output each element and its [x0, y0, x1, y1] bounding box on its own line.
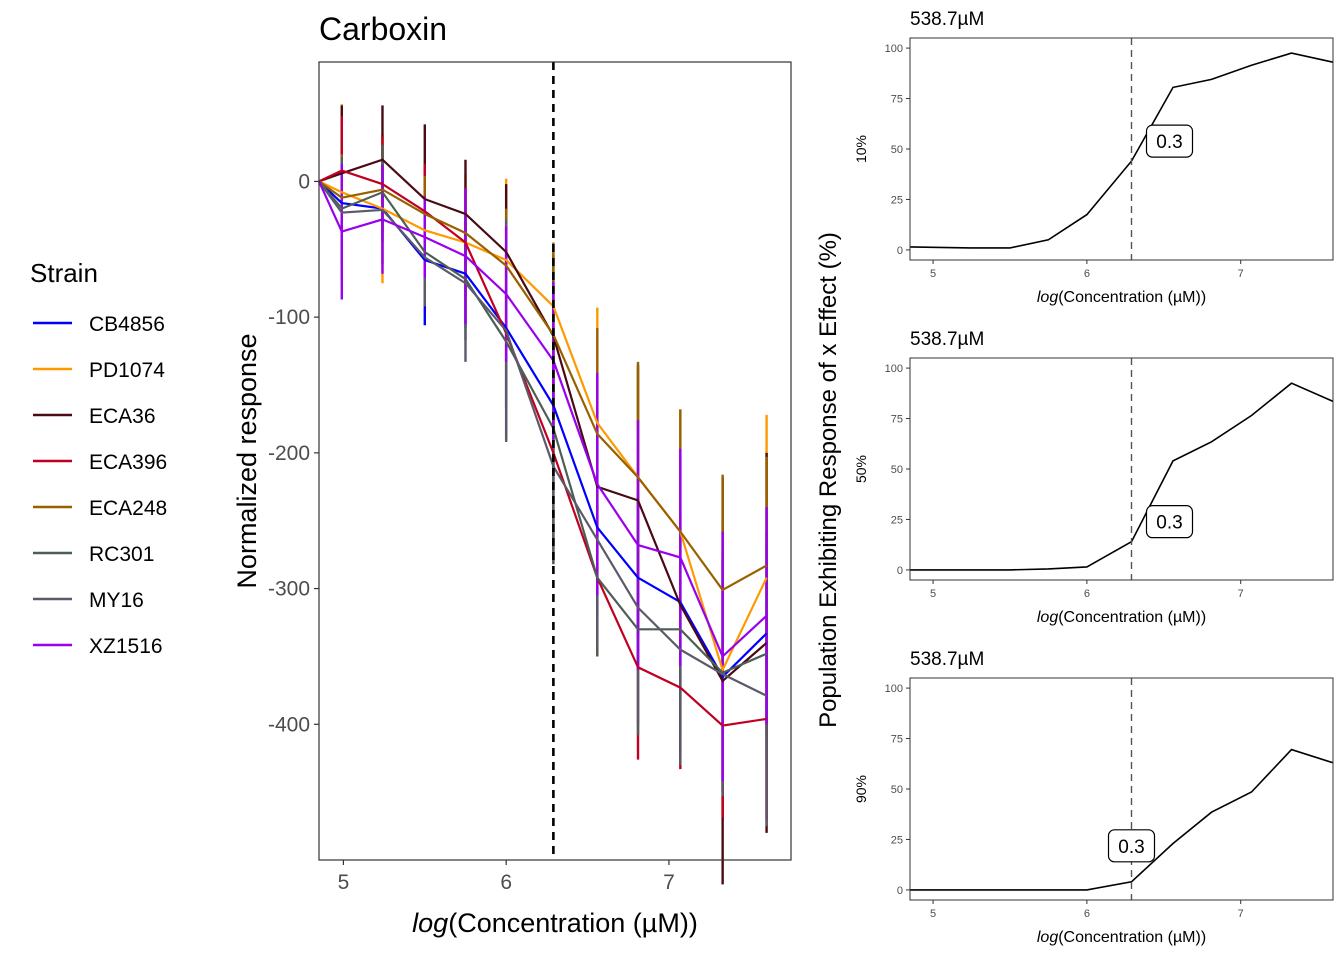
- y-axis-label: 90%: [853, 775, 869, 803]
- legend-label-eca36: ECA36: [89, 405, 156, 428]
- y-tick-label: 75: [891, 734, 903, 746]
- y-tick-label: 75: [891, 94, 903, 106]
- y-tick-label: 25: [891, 834, 903, 846]
- series-line-eca36: [318, 158, 768, 683]
- plot-border: [909, 37, 1334, 261]
- annotation-label: 0.3: [1156, 513, 1182, 534]
- annotation-label: 0.3: [1118, 837, 1144, 858]
- small-chart-50pct: 538.7µM 0 25 50 75 100 5 6 7 log(Concentration (µ…: [853, 329, 1334, 626]
- y-tick-label: 0: [298, 170, 310, 193]
- x-tick-label: 6: [1084, 908, 1090, 920]
- legend-label-my16: MY16: [89, 589, 144, 612]
- x-axis-label: log(Concentration (µM)): [1037, 609, 1206, 626]
- y-tick-label: -400: [268, 713, 310, 736]
- annotation-label: 0.3: [1156, 132, 1182, 153]
- legend-label-pd1074: PD1074: [89, 359, 165, 382]
- small-chart-90pct: 538.7µM 0 25 50 75 100 5 6 7 log(Concentration (µ…: [853, 649, 1334, 946]
- x-tick-label: 5: [338, 871, 350, 894]
- legend-label-eca248: ECA248: [89, 497, 167, 520]
- legend: Strain CB4856 PD1074 ECA36 ECA396 ECA248 RC301…: [30, 258, 167, 658]
- y-axis-label: 10%: [853, 135, 869, 163]
- y-tick-label: 100: [885, 43, 903, 55]
- y-tick-label: 0: [897, 245, 903, 257]
- plot-border: [318, 61, 792, 861]
- legend-label-xz1516: XZ1516: [89, 635, 163, 658]
- x-tick-label: 6: [1084, 588, 1090, 600]
- legend-label-cb4856: CB4856: [89, 313, 165, 336]
- panel-title: 538.7µM: [910, 649, 984, 670]
- x-tick-label: 6: [500, 871, 512, 894]
- y-tick-label: 50: [891, 144, 903, 156]
- y-axis-label: 50%: [853, 455, 869, 483]
- series-line-xz1516: [317, 180, 768, 659]
- x-tick-label: 7: [1238, 268, 1244, 280]
- legend-label-rc301: RC301: [89, 543, 154, 566]
- x-tick-label: 7: [663, 871, 675, 894]
- series-line-pd1074: [318, 180, 768, 674]
- response-line: [909, 52, 1334, 249]
- series-line-eca248: [318, 180, 768, 592]
- x-axis-label: log(Concentration (µM)): [1037, 929, 1206, 946]
- y-tick-label: 50: [891, 464, 903, 476]
- y-tick-label: 0: [897, 565, 903, 577]
- y-axis-label: Normalized response: [232, 333, 262, 588]
- response-line: [910, 748, 1334, 891]
- series-line-eca396: [318, 169, 767, 727]
- chart-title: Carboxin: [319, 11, 447, 47]
- annotation-box: [1145, 505, 1194, 539]
- y-tick-label: -200: [268, 442, 310, 465]
- y-tick-label: 0: [897, 885, 903, 897]
- y-tick-label: 25: [891, 194, 903, 206]
- y-tick-label: 50: [891, 784, 903, 796]
- x-tick-label: 5: [930, 908, 936, 920]
- legend-title: Strain: [30, 258, 98, 288]
- y-tick-label: 100: [885, 683, 903, 695]
- panel-title: 538.7µM: [910, 9, 984, 30]
- plot-background: [319, 62, 791, 860]
- x-tick-label: 7: [1238, 588, 1244, 600]
- series-line-my16: [318, 180, 768, 697]
- panel-title: 538.7µM: [910, 329, 984, 350]
- shared-y-axis-label: Population Exhibiting Response of x Effe…: [815, 232, 842, 728]
- y-tick-label: -300: [268, 578, 310, 601]
- y-tick-label: 75: [891, 414, 903, 426]
- main-chart: Carboxin 0 -100 -200 -300 -400 5 6 7 log(Concentr…: [232, 11, 792, 938]
- x-tick-label: 6: [1084, 268, 1090, 280]
- annotation-box: [1145, 124, 1194, 158]
- plot-border: [909, 677, 1334, 901]
- x-tick-label: 5: [930, 268, 936, 280]
- y-tick-label: 25: [891, 514, 903, 526]
- x-tick-label: 5: [930, 588, 936, 600]
- y-tick-label: -100: [268, 306, 310, 329]
- x-axis-label: log(Concentration (µM)): [412, 908, 698, 938]
- response-line: [910, 382, 1334, 571]
- series-line-rc301: [318, 180, 768, 675]
- y-tick-label: 100: [885, 363, 903, 375]
- small-chart-10pct: 538.7µM 0 25 50 75 100 5 6 7 log(Concentration (µ…: [853, 9, 1334, 306]
- series-line-cb4856: [318, 180, 768, 679]
- x-tick-label: 7: [1238, 908, 1244, 920]
- legend-label-eca396: ECA396: [89, 451, 167, 474]
- annotation-box: [1107, 829, 1156, 863]
- x-axis-label: log(Concentration (µM)): [1037, 289, 1206, 306]
